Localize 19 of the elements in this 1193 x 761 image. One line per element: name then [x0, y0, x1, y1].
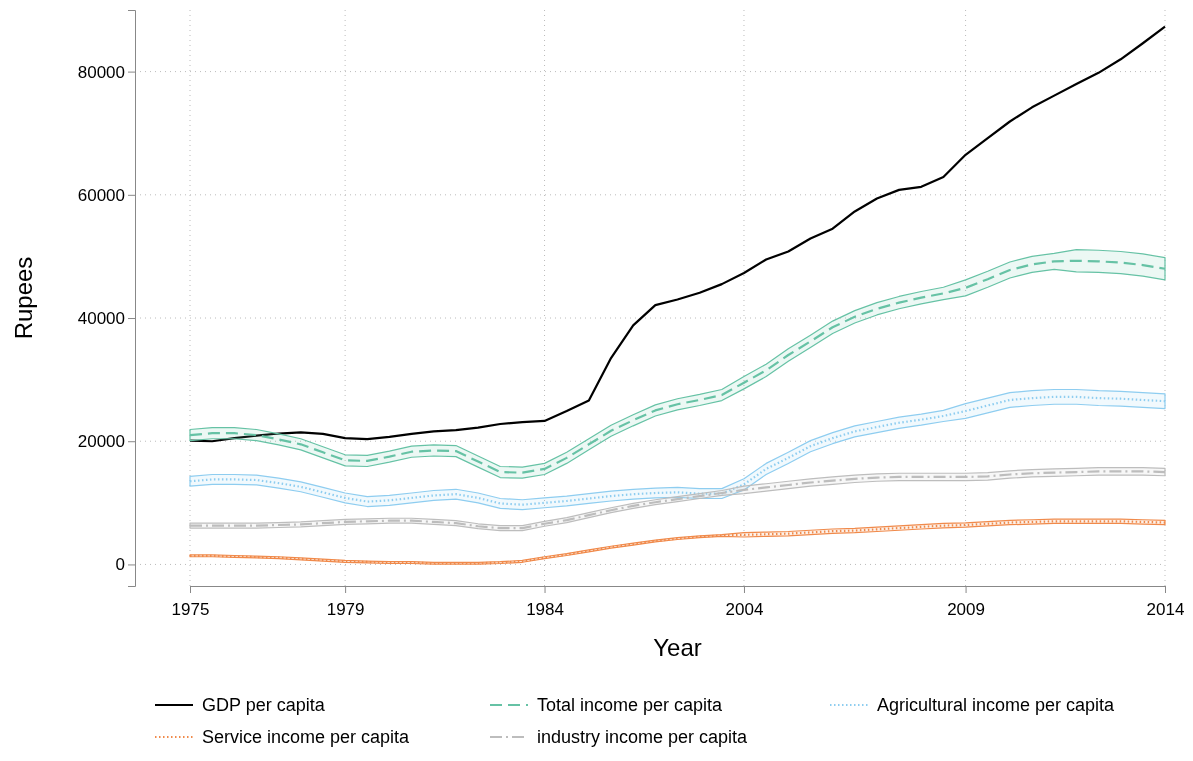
x-tick-label: 2004: [725, 599, 764, 619]
x-tick-label: 2014: [1146, 599, 1185, 619]
y-tick-label: 0: [115, 555, 125, 575]
x-tick-label: 1984: [526, 599, 564, 619]
x-tick-label: 1975: [171, 599, 210, 619]
x-tick-label: 1979: [326, 599, 365, 619]
x-axis-title: Year: [653, 634, 702, 661]
legend-label: industry income per capita: [537, 727, 749, 747]
y-tick-label: 20000: [77, 432, 125, 452]
line-series: [188, 25, 1167, 443]
legend-label: Service income per capita: [202, 727, 411, 747]
y-axis-title: Rupees: [10, 256, 37, 340]
legend-label: Agricultural income per capita: [877, 695, 1116, 715]
x-tick-label: 2009: [947, 599, 985, 619]
y-tick-label: 80000: [77, 62, 125, 82]
y-tick-label: 40000: [77, 308, 125, 328]
legend-label: Total income per capita: [537, 695, 724, 715]
legend-label: GDP per capita: [202, 695, 326, 715]
y-tick-label: 60000: [77, 185, 125, 205]
